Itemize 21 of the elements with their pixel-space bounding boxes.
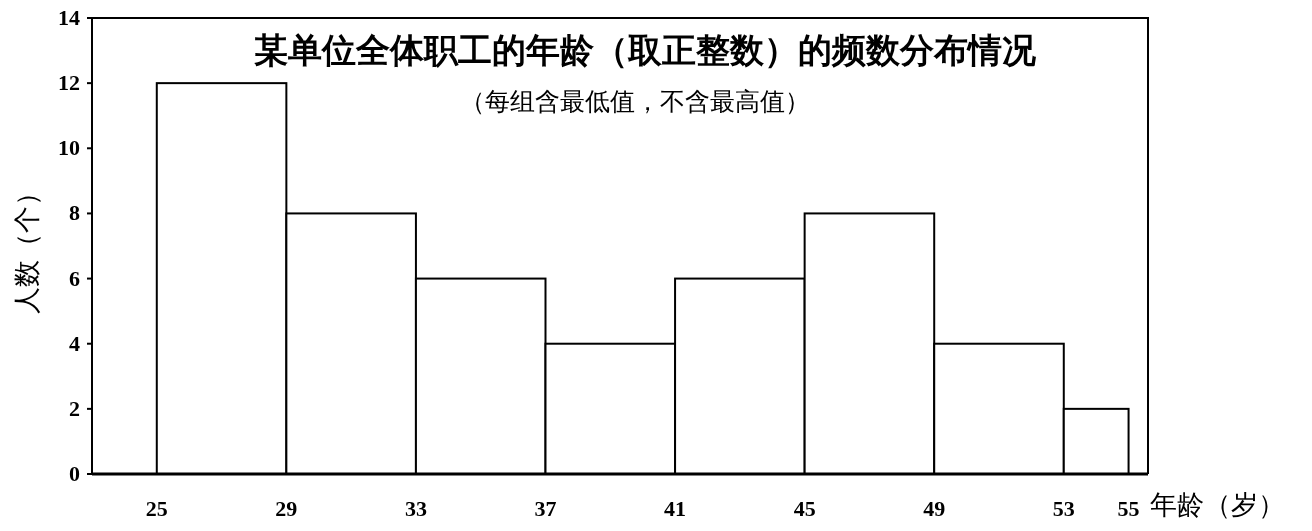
x-tick-label: 49 [923,496,946,521]
y-tick-label: 6 [69,265,80,291]
y-tick-label: 14 [58,5,80,30]
x-tick-label: 45 [793,496,816,521]
x-axis-title: 年龄（岁） [1150,489,1285,520]
y-axis-title: 人数（个） [11,178,42,314]
x-tick-label: 25 [145,496,168,521]
y-tick-label: 0 [69,461,80,486]
x-tick-label: 55 [1117,496,1140,521]
x-tick-label: 41 [664,496,687,521]
x-tick-label: 29 [275,496,298,521]
y-tick-label: 12 [58,70,80,96]
y-tick-label: 4 [69,330,80,356]
y-tick-label: 2 [69,395,80,421]
text: （每组含最低值，不含最高值） [460,87,810,116]
x-tick-label: 33 [404,496,427,521]
y-tick-label: 10 [58,135,80,161]
chart-title: 某单位全体职工的年龄（取正整数）的频数分布情况 [254,30,1037,70]
x-tick-label: 53 [1052,496,1075,521]
x-tick-label: 37 [534,496,557,521]
y-tick-label: 8 [69,200,80,226]
